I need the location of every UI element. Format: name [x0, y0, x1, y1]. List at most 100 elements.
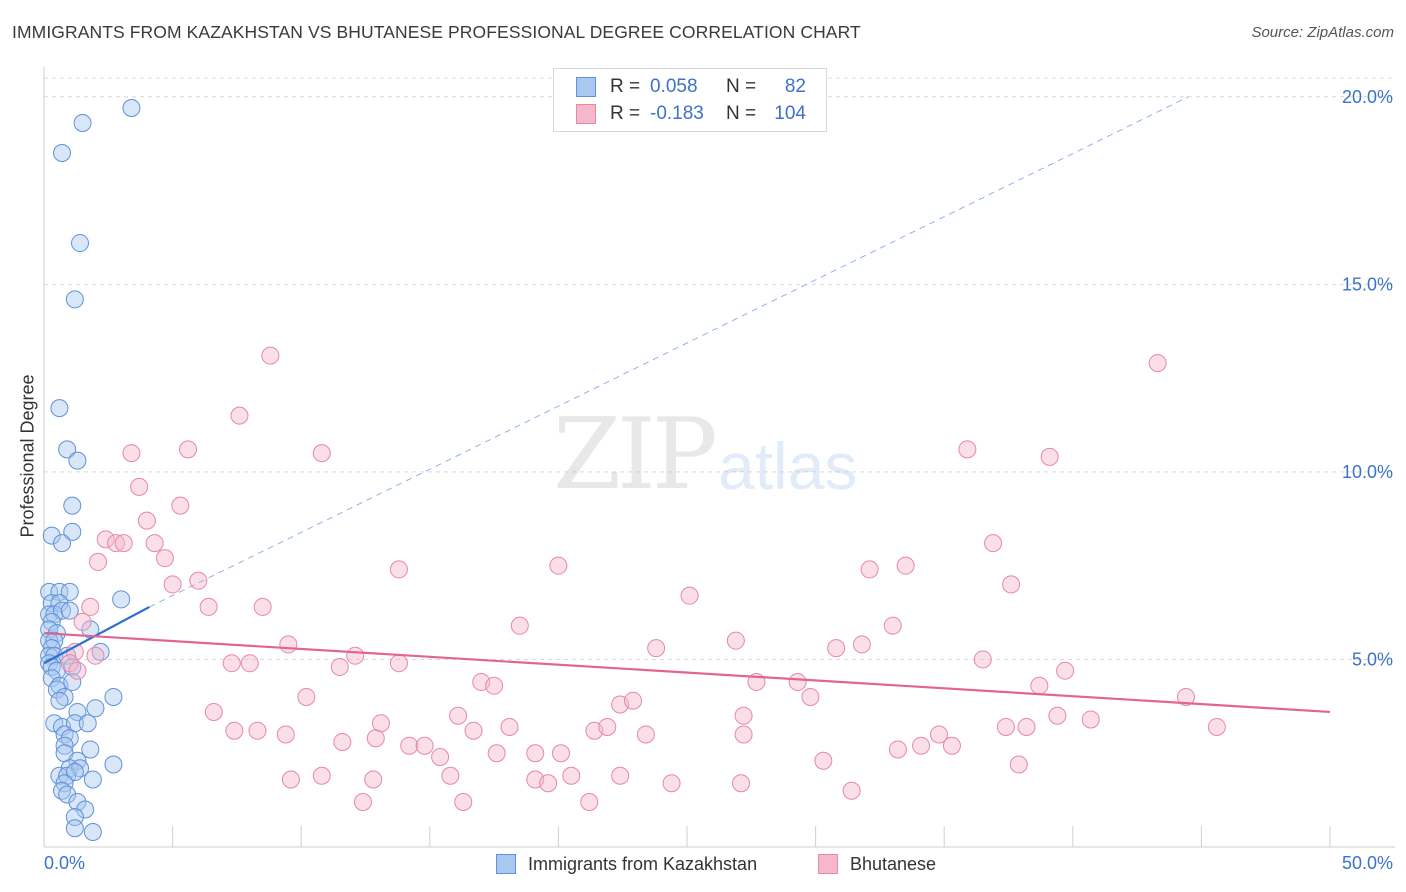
bhutanese-point: [248, 721, 267, 740]
bhutanese-point: [222, 654, 241, 673]
y-tick-label: 15.0%: [1342, 274, 1393, 294]
bhutanese-point: [86, 646, 105, 665]
bhutanese-point: [204, 702, 223, 721]
bhutanese-point: [539, 774, 558, 793]
bhutanese-point: [68, 661, 87, 680]
bhutanese-point: [130, 477, 149, 496]
bhutanese-point: [647, 639, 666, 658]
bhutanese-point: [1040, 447, 1059, 466]
legend-n-value-bhutanese: 104: [774, 103, 806, 124]
bhutanese-point: [1030, 676, 1049, 695]
bhutanese-point: [984, 534, 1003, 553]
legend-swatch-kazakhstan: [576, 77, 596, 97]
bhutanese-point: [814, 751, 833, 770]
bhutanese-point: [1002, 575, 1021, 594]
bhutanese-point: [346, 646, 365, 665]
bhutanese-point: [96, 530, 115, 549]
bhutanese-point: [171, 496, 190, 515]
bottom-legend-kazakhstan[interactable]: Immigrants from Kazakhstan: [496, 852, 757, 876]
bhutanese-point: [1207, 717, 1226, 736]
bhutanese-point: [912, 736, 931, 755]
bhutanese-point: [431, 747, 450, 766]
bhutanese-point: [107, 534, 126, 553]
legend-n-value-kazakhstan: 82: [784, 76, 806, 97]
kazakhstan-point: [122, 99, 141, 118]
source-label: Source: ZipAtlas.com: [1251, 24, 1394, 41]
bhutanese-point: [364, 770, 383, 789]
kazakhstan-point: [47, 680, 66, 699]
bhutanese-point: [551, 744, 570, 763]
bhutanese-point: [333, 732, 352, 751]
bottom-legend-swatch-kazakhstan: [496, 854, 516, 874]
kazakhstan-point: [55, 774, 74, 793]
kazakhstan-point: [42, 639, 61, 658]
bhutanese-point: [636, 725, 655, 744]
kazakhstan-point: [50, 691, 69, 710]
bhutanese-point: [732, 774, 751, 793]
bhutanese-point: [526, 744, 545, 763]
kazakhstan-point: [68, 451, 87, 470]
kazakhstan-point: [68, 751, 87, 770]
watermark-atlas: atlas: [718, 429, 858, 503]
kazakhstan-point: [63, 496, 82, 515]
bhutanese-point: [353, 792, 372, 811]
series-bhutanese-points: [60, 346, 1226, 811]
kazakhstan-point: [65, 819, 84, 838]
bhutanese-point: [312, 444, 331, 463]
series-kazakhstan-points: [40, 99, 141, 841]
kazakhstan-point: [53, 601, 72, 620]
legend-row-kazakhstan: R = 0.058 N = 82: [576, 75, 806, 99]
bhutanese-point: [279, 635, 298, 654]
kazakhstan-point: [63, 672, 82, 691]
bottom-legend-label-kazakhstan: Immigrants from Kazakhstan: [528, 853, 758, 874]
bhutanese-point: [680, 586, 699, 605]
bhutanese-point: [734, 706, 753, 725]
bhutanese-point: [827, 639, 846, 658]
bhutanese-point: [179, 440, 198, 459]
bhutanese-point: [662, 774, 681, 793]
x-tick-label-min: 0.0%: [44, 853, 85, 873]
bottom-legend-bhutanese[interactable]: Bhutanese: [818, 852, 936, 876]
bhutanese-point: [852, 635, 871, 654]
bhutanese-point: [73, 612, 92, 631]
bhutanese-point: [415, 736, 434, 755]
bhutanese-point: [801, 687, 820, 706]
kazakhstan-point: [42, 612, 61, 631]
bhutanese-point: [888, 740, 907, 759]
legend-r-value-bhutanese: -0.183: [650, 103, 704, 124]
tick-labels: 5.0% 10.0% 15.0% 20.0% 0.0% 50.0%: [44, 87, 1393, 873]
bhutanese-point: [371, 714, 390, 733]
legend-n-label: N =: [726, 103, 757, 124]
legend-r-value-kazakhstan: 0.058: [650, 76, 698, 97]
y-tick-label: 20.0%: [1342, 87, 1393, 107]
bhutanese-point: [155, 549, 174, 568]
kazakhstan-point: [83, 770, 102, 789]
bhutanese-point: [449, 706, 468, 725]
bhutanese-point: [189, 571, 208, 590]
chart-title: IMMIGRANTS FROM KAZAKHSTAN VS BHUTANESE …: [12, 22, 861, 42]
legend-n-label: N =: [726, 76, 757, 97]
legend-swatch-bhutanese: [576, 104, 596, 124]
bhutanese-point: [137, 511, 156, 530]
bhutanese-point: [163, 575, 182, 594]
kazakhstan-point: [68, 702, 87, 721]
bhutanese-point: [225, 721, 244, 740]
bhutanese-point: [726, 631, 745, 650]
bhutanese-point: [510, 616, 529, 635]
bhutanese-point: [441, 766, 460, 785]
bhutanese-point: [366, 729, 385, 748]
kazakhstan-point: [53, 534, 72, 553]
bhutanese-point: [958, 440, 977, 459]
bhutanese-point: [883, 616, 902, 635]
kazakhstan-point: [42, 526, 61, 545]
kazakhstan-trend-extension: [149, 96, 1189, 608]
bhutanese-point: [500, 717, 519, 736]
kazakhstan-point: [68, 792, 87, 811]
bhutanese-point: [562, 766, 581, 785]
kazakhstan-point: [50, 594, 69, 613]
bhutanese-point: [240, 654, 259, 673]
kazakhstan-point: [58, 440, 77, 459]
x-tick-label-max: 50.0%: [1342, 853, 1393, 873]
bhutanese-point: [89, 552, 108, 571]
